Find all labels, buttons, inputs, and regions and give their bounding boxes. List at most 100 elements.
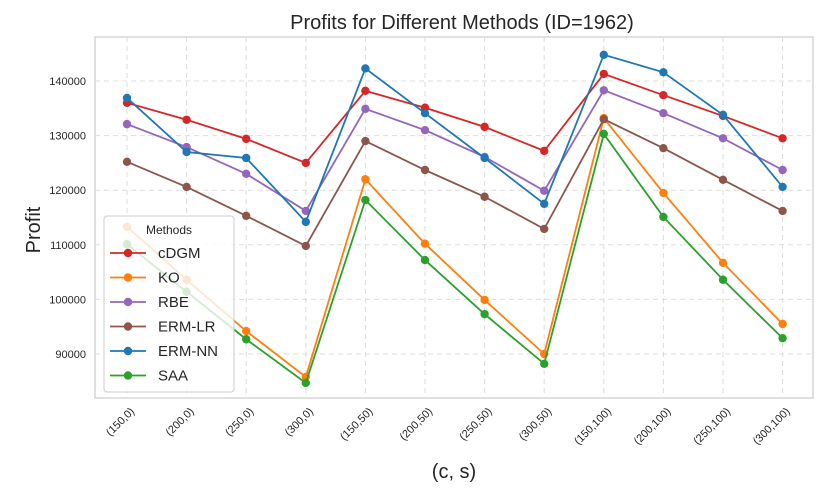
data-point bbox=[242, 169, 251, 179]
data-point bbox=[242, 134, 251, 144]
series-line bbox=[126, 118, 784, 248]
y-tick-label: 100000 bbox=[49, 294, 86, 306]
series-line bbox=[126, 116, 784, 379]
data-point bbox=[480, 295, 489, 305]
legend-dot-marker bbox=[123, 297, 133, 307]
series-line bbox=[126, 53, 784, 224]
x-tick-label: (300,0) bbox=[283, 406, 316, 439]
data-point bbox=[599, 129, 608, 139]
data-point bbox=[361, 64, 370, 73]
legend-title: Methods bbox=[146, 223, 192, 237]
data-point bbox=[778, 319, 787, 329]
y-tick-label: 120000 bbox=[49, 185, 86, 197]
data-point bbox=[361, 136, 370, 146]
x-tick-labels: (150,0) (200,0) (250,0) (300,0) (150,50) (200… bbox=[104, 406, 793, 448]
data-point bbox=[659, 109, 668, 118]
y-tick-label: 130000 bbox=[49, 131, 86, 143]
data-point bbox=[420, 255, 430, 265]
legend-item: SAA bbox=[110, 368, 188, 385]
data-point bbox=[122, 119, 132, 129]
data-point bbox=[242, 153, 251, 163]
data-point bbox=[540, 146, 549, 156]
x-tick-label: (250,0) bbox=[223, 406, 256, 439]
data-point bbox=[778, 206, 787, 216]
x-tick-label: (150,100) bbox=[572, 406, 614, 448]
data-point bbox=[659, 68, 668, 77]
legend-label: KO bbox=[158, 270, 180, 287]
data-point bbox=[599, 69, 608, 79]
y-tick-label: 110000 bbox=[50, 240, 86, 252]
x-tick-label: (200,0) bbox=[164, 406, 197, 439]
series-line bbox=[126, 72, 783, 164]
x-tick-label: (150,50) bbox=[338, 406, 375, 443]
x-tick-label: (300,100) bbox=[751, 406, 793, 448]
legend-dot-marker bbox=[123, 346, 133, 356]
data-point bbox=[480, 192, 489, 201]
legend-item: ERM-NN bbox=[110, 343, 218, 360]
data-point bbox=[540, 224, 549, 234]
legend-dot-marker bbox=[123, 248, 133, 258]
data-point bbox=[420, 125, 430, 135]
data-point bbox=[718, 275, 728, 284]
data-point bbox=[242, 326, 251, 336]
data-point bbox=[420, 109, 430, 118]
data-point bbox=[182, 182, 191, 192]
x-tick-label: (150,0) bbox=[104, 406, 137, 439]
data-point bbox=[778, 165, 787, 175]
data-point bbox=[778, 182, 787, 192]
data-point bbox=[301, 241, 310, 251]
legend-box bbox=[103, 215, 235, 393]
legend-dot-marker bbox=[123, 371, 133, 380]
data-point bbox=[182, 115, 191, 124]
data-point bbox=[301, 158, 310, 168]
data-point bbox=[540, 359, 549, 369]
data-point bbox=[540, 186, 549, 195]
x-tick-label: (300,50) bbox=[517, 406, 554, 443]
legend-item: cDGM bbox=[110, 245, 201, 262]
data-point bbox=[122, 157, 132, 167]
legend-item: KO bbox=[110, 270, 180, 287]
legend: Methods cDGM KO RBE ERM-LR ERM-NN SAA bbox=[103, 215, 235, 393]
data-point bbox=[599, 86, 608, 95]
series-erm-nn bbox=[122, 50, 787, 227]
legend-label: RBE bbox=[158, 294, 189, 311]
legend-label: SAA bbox=[158, 368, 188, 385]
data-point bbox=[361, 86, 370, 96]
data-point bbox=[420, 239, 430, 248]
y-tick-label: 90000 bbox=[55, 349, 86, 361]
legend-item: ERM-LR bbox=[110, 319, 216, 336]
data-point bbox=[718, 134, 728, 143]
series-cdgm bbox=[122, 69, 787, 168]
data-point bbox=[659, 90, 668, 100]
data-point bbox=[718, 175, 728, 185]
y-tick-labels: 90000 100000 110000 120000 130000 140000 bbox=[49, 76, 86, 361]
data-point bbox=[540, 199, 549, 209]
y-axis-label: Profit bbox=[23, 206, 45, 253]
x-tick-label: (250,50) bbox=[457, 406, 494, 443]
x-axis-label: (c, s) bbox=[432, 461, 476, 483]
legend-item: RBE bbox=[110, 294, 189, 311]
series-line bbox=[126, 89, 784, 213]
data-point bbox=[778, 134, 787, 143]
data-point bbox=[301, 378, 310, 388]
data-point bbox=[480, 122, 489, 132]
data-point bbox=[242, 335, 251, 344]
data-point bbox=[659, 143, 668, 153]
data-point bbox=[480, 153, 489, 163]
legend-label: ERM-NN bbox=[158, 343, 218, 360]
data-point bbox=[718, 258, 728, 268]
series-line bbox=[126, 131, 784, 385]
legend-dot-marker bbox=[123, 273, 133, 282]
x-tick-label: (200,50) bbox=[398, 406, 435, 443]
data-point bbox=[659, 212, 668, 222]
legend-dot-marker bbox=[123, 322, 133, 331]
legend-label: ERM-LR bbox=[158, 319, 216, 336]
data-point bbox=[301, 206, 310, 216]
data-point bbox=[659, 188, 668, 198]
data-point bbox=[361, 175, 370, 184]
data-point bbox=[599, 50, 608, 59]
data-point bbox=[301, 217, 310, 227]
legend-label: cDGM bbox=[158, 245, 201, 262]
data-point bbox=[778, 333, 787, 343]
